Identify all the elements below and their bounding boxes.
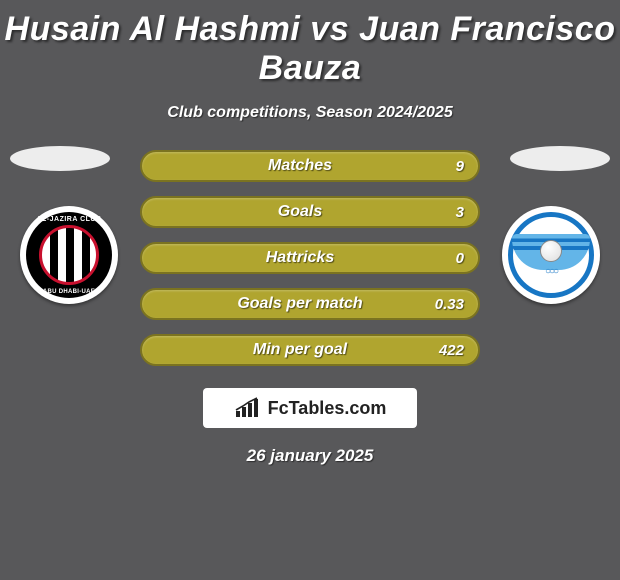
player-right-ellipse <box>510 146 610 171</box>
stat-row: Min per goal 422 <box>140 334 480 366</box>
baniyas-badge: ○○○ <box>502 206 600 304</box>
baniyas-ball-icon <box>540 240 562 262</box>
stat-value-right: 9 <box>416 158 464 175</box>
stat-value-right: 3 <box>416 204 464 221</box>
stat-value-right: 0 <box>416 250 464 267</box>
stat-row: Matches 9 <box>140 150 480 182</box>
stat-label: Goals <box>184 203 416 221</box>
stat-rows: Matches 9 Goals 3 Hattricks 0 Goals per … <box>140 150 480 366</box>
stat-label: Matches <box>184 157 416 175</box>
stat-value-right: 422 <box>416 342 464 359</box>
player-left-ellipse <box>10 146 110 171</box>
stat-row: Hattricks 0 <box>140 242 480 274</box>
page-title: Husain Al Hashmi vs Juan Francisco Bauza <box>0 0 620 88</box>
aljazira-badge-text-top: AL-JAZIRA CLUB <box>26 216 112 223</box>
club-logo-right: ○○○ <box>502 206 600 304</box>
comparison-arena: AL-JAZIRA CLUB ABU DHABI-UAE ○○○ Matches… <box>0 150 620 466</box>
stat-row: Goals 3 <box>140 196 480 228</box>
aljazira-badge: AL-JAZIRA CLUB ABU DHABI-UAE <box>20 206 118 304</box>
aljazira-stripes-icon <box>39 225 99 285</box>
branding-badge: FcTables.com <box>203 388 417 428</box>
branding-text: FcTables.com <box>268 398 387 419</box>
bar-chart-icon <box>234 397 262 419</box>
stat-label: Min per goal <box>184 341 416 359</box>
aljazira-badge-text-bottom: ABU DHABI-UAE <box>26 289 112 295</box>
stat-label: Goals per match <box>184 295 416 313</box>
club-logo-left: AL-JAZIRA CLUB ABU DHABI-UAE <box>20 206 118 304</box>
subtitle: Club competitions, Season 2024/2025 <box>0 104 620 122</box>
baniyas-rings-icon: ○○○ <box>502 266 600 277</box>
stat-value-right: 0.33 <box>416 296 464 313</box>
date-text: 26 january 2025 <box>0 446 620 466</box>
stat-row: Goals per match 0.33 <box>140 288 480 320</box>
stat-label: Hattricks <box>184 249 416 267</box>
